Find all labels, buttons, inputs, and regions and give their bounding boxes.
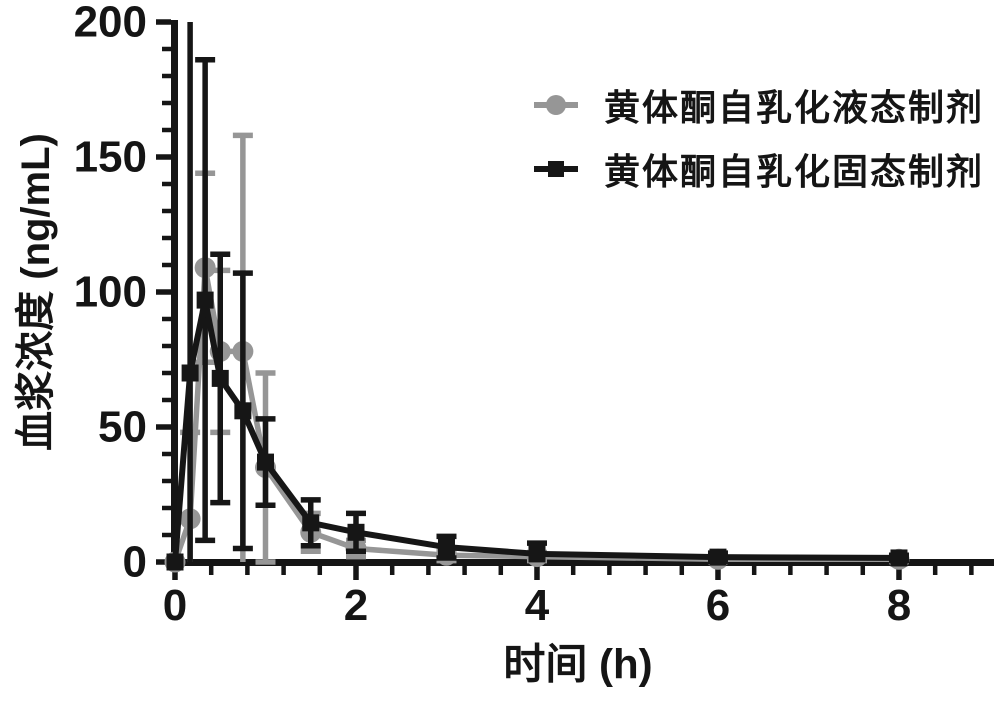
y-major-tick bbox=[156, 154, 171, 160]
y-minor-tick bbox=[162, 235, 171, 241]
legend-marker-square-icon bbox=[534, 161, 578, 177]
y-tick-label: 200 bbox=[74, 0, 147, 47]
data-point-square bbox=[437, 538, 455, 556]
y-major-tick bbox=[156, 289, 171, 295]
legend-marker-circle-icon bbox=[534, 95, 578, 115]
x-tick-label: 0 bbox=[163, 581, 187, 630]
y-major-tick bbox=[156, 559, 171, 565]
x-major-tick bbox=[896, 566, 902, 580]
x-major-tick bbox=[172, 566, 178, 580]
data-point-square bbox=[166, 553, 184, 571]
y-tick-label: 0 bbox=[123, 538, 147, 587]
legend-label-liquid: 黄体酮自乳化液态制剂 bbox=[604, 87, 985, 128]
x-major-tick bbox=[534, 566, 540, 580]
data-point-square bbox=[890, 549, 908, 567]
x-minor-tick bbox=[860, 566, 866, 575]
y-minor-tick bbox=[162, 208, 171, 214]
y-axis-ticks bbox=[156, 19, 171, 565]
data-point-square bbox=[709, 548, 727, 566]
y-tick-label: 150 bbox=[74, 133, 147, 182]
x-minor-tick bbox=[208, 566, 214, 575]
axes-spines bbox=[171, 20, 994, 566]
y-major-tick bbox=[156, 424, 171, 430]
x-minor-tick bbox=[281, 566, 286, 575]
x-tick-label: 8 bbox=[887, 581, 911, 630]
y-minor-tick bbox=[162, 316, 171, 322]
x-tick-label: 6 bbox=[706, 581, 730, 630]
x-tick-labels: 0 2 4 6 8 bbox=[163, 581, 911, 630]
data-point-square bbox=[234, 402, 252, 420]
x-tick-label: 2 bbox=[344, 581, 368, 630]
x-minor-tick bbox=[643, 566, 648, 575]
x-minor-tick bbox=[317, 566, 323, 575]
x-minor-tick bbox=[751, 566, 757, 575]
y-minor-tick bbox=[162, 532, 171, 538]
legend-circle-marker bbox=[546, 95, 566, 115]
legend-item-liquid: 黄体酮自乳化液态制剂 bbox=[532, 73, 984, 137]
x-major-tick bbox=[353, 566, 359, 580]
x-axis-ticks bbox=[172, 566, 974, 580]
y-axis-title: 血浆浓度 (ng/mL) bbox=[14, 133, 58, 451]
x-minor-tick bbox=[824, 566, 829, 575]
data-point-square bbox=[181, 364, 199, 382]
x-minor-tick bbox=[788, 566, 793, 575]
data-point-square bbox=[528, 545, 546, 563]
y-minor-tick bbox=[162, 343, 171, 349]
x-minor-tick bbox=[426, 566, 431, 575]
legend-label-solid: 黄体酮自乳化固态制剂 bbox=[604, 151, 985, 192]
y-tick-labels: 0 50 100 150 200 bbox=[74, 0, 147, 587]
series-line bbox=[172, 267, 899, 563]
data-point-square bbox=[302, 514, 320, 532]
data-point-square bbox=[196, 291, 214, 309]
data-point-square bbox=[211, 369, 229, 387]
data-point-square bbox=[256, 453, 274, 471]
x-minor-tick bbox=[498, 566, 504, 575]
legend-square-marker bbox=[548, 161, 564, 177]
y-minor-tick bbox=[162, 397, 171, 403]
y-tick-label: 100 bbox=[74, 268, 147, 317]
x-minor-tick bbox=[245, 566, 250, 575]
x-minor-tick bbox=[570, 566, 576, 575]
series-line bbox=[172, 299, 899, 563]
y-minor-tick bbox=[162, 100, 171, 106]
y-minor-tick bbox=[162, 451, 171, 457]
y-major-tick bbox=[156, 19, 171, 25]
x-minor-tick bbox=[462, 566, 467, 575]
x-minor-tick bbox=[969, 566, 974, 575]
y-minor-tick bbox=[162, 127, 171, 133]
x-minor-tick bbox=[932, 566, 938, 575]
legend-item-solid: 黄体酮自乳化固态制剂 bbox=[532, 137, 984, 201]
y-tick-label: 50 bbox=[98, 403, 147, 452]
y-minor-tick bbox=[162, 73, 171, 79]
y-minor-tick bbox=[162, 478, 171, 484]
x-axis-title: 时间 (h) bbox=[503, 640, 653, 688]
data-point-square bbox=[347, 523, 365, 541]
y-minor-tick bbox=[162, 505, 171, 511]
x-minor-tick bbox=[679, 566, 685, 575]
y-minor-tick bbox=[162, 262, 171, 268]
legend: 黄体酮自乳化液态制剂 黄体酮自乳化固态制剂 bbox=[532, 73, 984, 201]
y-minor-tick bbox=[162, 181, 171, 187]
series-solid bbox=[166, 22, 909, 571]
x-minor-tick bbox=[389, 566, 395, 575]
y-minor-tick bbox=[162, 46, 171, 52]
y-minor-tick bbox=[162, 370, 171, 376]
x-major-tick bbox=[715, 566, 721, 580]
x-minor-tick bbox=[607, 566, 612, 575]
x-tick-label: 4 bbox=[525, 581, 550, 630]
